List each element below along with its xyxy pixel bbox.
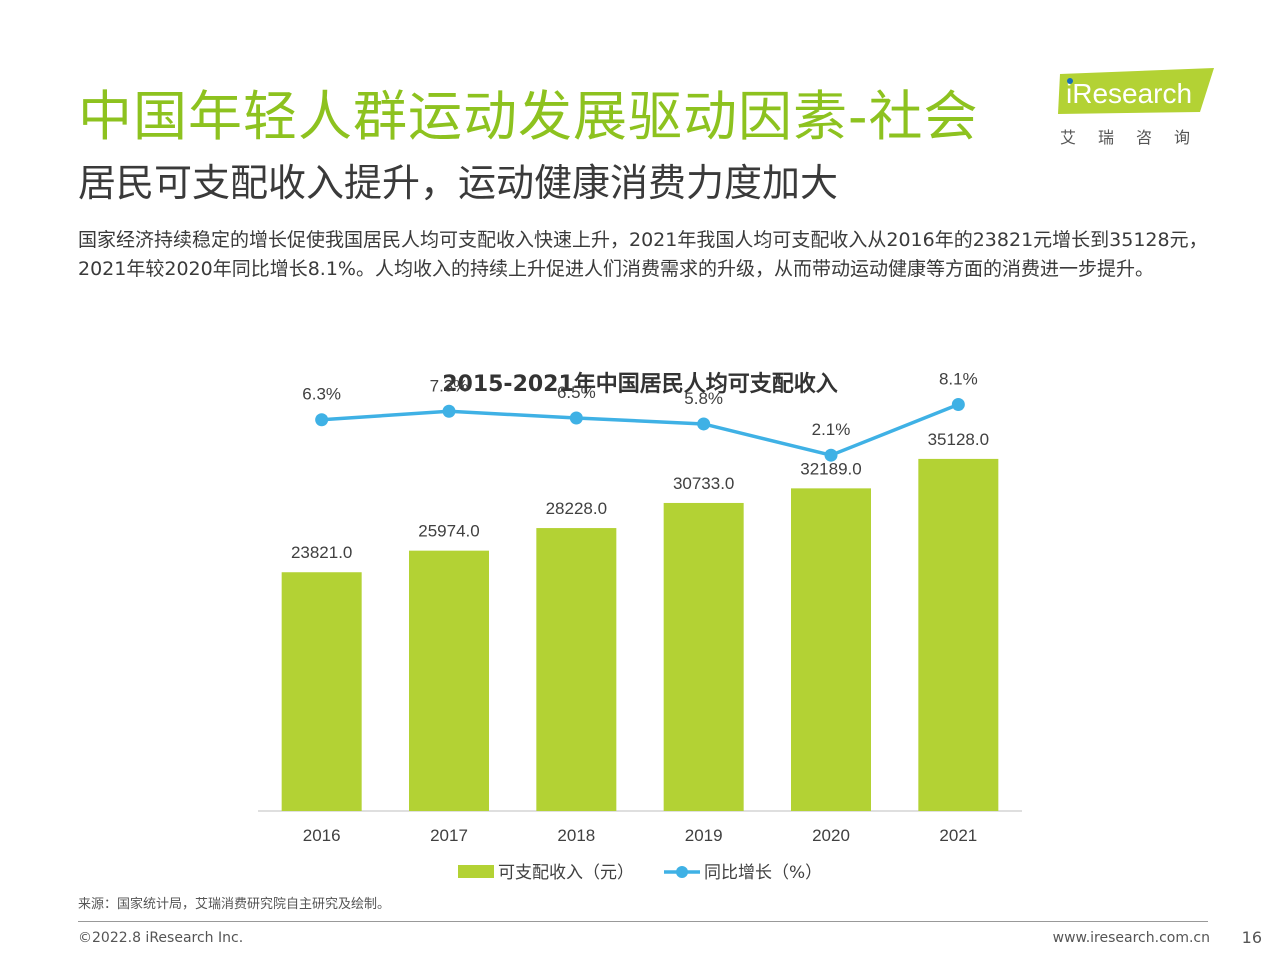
growth-value-label: 6.3%: [302, 385, 341, 404]
x-tick-label: 2020: [812, 826, 850, 845]
logo-background: [1058, 68, 1214, 114]
growth-point-2019: [697, 417, 711, 431]
page-subtitle: 居民可支配收入提升，运动健康消费力度加大: [78, 161, 839, 205]
growth-value-label: 2.1%: [812, 420, 851, 439]
growth-point-2018: [569, 411, 583, 425]
legend-line-marker: [676, 866, 688, 878]
footer-divider: [78, 921, 1208, 922]
bar-value-label: 28228.0: [546, 499, 607, 518]
logo-dot: [1067, 78, 1073, 84]
website-link[interactable]: www.iresearch.com.cn: [1052, 930, 1210, 946]
body-paragraph: 国家经济持续稳定的增长促使我国居民人均可支配收入快速上升，2021年我国人均可支…: [78, 229, 1208, 280]
growth-point-2021: [951, 398, 965, 412]
growth-value-label: 8.1%: [939, 370, 978, 389]
chart-title: 2015-2021年中国居民人均可支配收入: [442, 372, 838, 397]
x-tick-label: 2018: [557, 826, 595, 845]
legend-bar-swatch: [458, 865, 494, 878]
growth-point-2020: [824, 448, 838, 462]
income-bar-2018: [536, 528, 617, 811]
iresearch-logo: [1058, 68, 1214, 114]
page-title: 中国年轻人群运动发展驱动因素-社会: [78, 85, 979, 148]
income-bar-2020: [791, 488, 871, 811]
bar-value-label: 32189.0: [800, 459, 861, 478]
logo-brand: iResearch: [1066, 78, 1193, 109]
x-tick-label: 2016: [303, 826, 341, 845]
source-note: 来源：国家统计局，艾瑞消费研究院自主研究及绘制。: [78, 897, 391, 912]
bar-value-label: 35128.0: [928, 430, 989, 449]
legend-bar-label: 可支配收入（元）: [498, 863, 634, 883]
x-tick-label: 2021: [939, 826, 977, 845]
growth-line: [321, 402, 959, 458]
bar-value-label: 23821.0: [291, 543, 352, 562]
growth-value-label: 6.5%: [557, 383, 596, 402]
growth-value-label: 5.8%: [684, 389, 723, 408]
growth-point-2017: [442, 404, 456, 418]
copyright: ©2022.8 iResearch Inc.: [78, 930, 244, 946]
income-bar-2019: [663, 502, 744, 811]
bar-value-label: 30733.0: [673, 474, 734, 493]
growth-point-2016: [315, 413, 329, 427]
income-bar-2016: [281, 572, 362, 811]
legend-line-label: 同比增长（%）: [704, 863, 822, 883]
page-number: 16: [1241, 928, 1262, 947]
x-tick-label: 2017: [430, 826, 468, 845]
growth-value-label: 7.3%: [430, 376, 469, 395]
x-tick-label: 2019: [685, 826, 723, 845]
logo-chinese: 艾瑞咨询: [1060, 128, 1213, 147]
income-bar-2021: [918, 458, 999, 811]
bar-value-label: 25974.0: [418, 522, 479, 541]
income-bar-2017: [409, 550, 489, 811]
